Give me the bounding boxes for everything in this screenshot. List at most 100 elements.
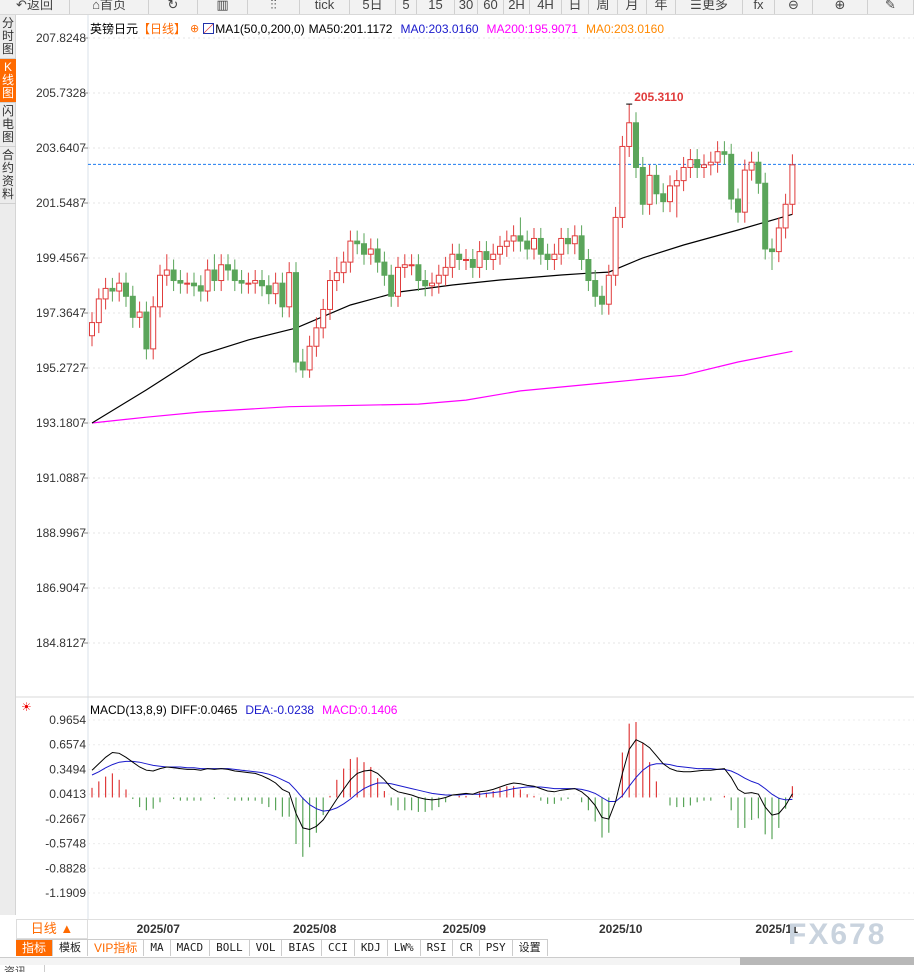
date-label: 2025/08 [293, 922, 337, 936]
indicator-tab-3[interactable]: MA [144, 940, 171, 956]
left-view-tabs: 分时图 K线图 闪电图 合约资料 [0, 15, 16, 915]
candle-body [592, 280, 599, 297]
candle-body [721, 151, 728, 155]
candle [123, 272, 129, 307]
candle [395, 256, 401, 307]
macd-tick-label: -0.8828 [45, 861, 86, 875]
toolbar-button-15[interactable]: 月 [618, 0, 647, 14]
indicator-tab-11[interactable]: RSI [421, 940, 454, 956]
candle [449, 243, 456, 278]
indicator-tab-13[interactable]: PSY [480, 940, 513, 956]
settings-icon[interactable]: ⊕ [190, 23, 200, 35]
candle-body [673, 180, 680, 187]
indicator-tab-14[interactable]: 设置 [513, 940, 548, 956]
candle-body [429, 282, 435, 287]
candle [463, 248, 469, 271]
indicator-chart-icon[interactable] [203, 23, 215, 34]
toolbar-button-18[interactable]: fx [743, 0, 775, 14]
period-label[interactable]: 【日线】 [138, 22, 187, 36]
candle [565, 227, 571, 255]
toolbar-button-21[interactable]: ✎ [868, 0, 914, 14]
candle [388, 264, 395, 307]
toolbar-button-11[interactable]: 2H [504, 0, 530, 14]
indicator-tab-6[interactable]: VOL [250, 940, 283, 956]
toolbar-button-7[interactable]: 5 [396, 0, 417, 14]
diff-value: DIFF:0.0465 [170, 703, 238, 717]
indicator-tab-0[interactable]: 指标 [16, 940, 54, 956]
candle-body [163, 269, 170, 276]
indicator-tab-4[interactable]: MACD [171, 940, 211, 956]
candle [225, 254, 231, 281]
candle [694, 149, 701, 178]
candle [306, 335, 313, 378]
indicator-name: MA1(50,0,200,0) [215, 21, 305, 36]
toolbar-button-14[interactable]: 周 [589, 0, 618, 14]
toolbar-button-9[interactable]: 30 [455, 0, 478, 14]
candle-body [388, 274, 395, 297]
scrollbar-track[interactable] [0, 957, 914, 965]
candle [177, 270, 184, 294]
indicator-tab-10[interactable]: LW% [388, 940, 421, 956]
left-tab-0[interactable]: 分时图 [0, 15, 16, 59]
indicator-tab-5[interactable]: BOLL [210, 940, 250, 956]
news-tab[interactable]: 资讯 [0, 965, 45, 972]
toolbar-button-2[interactable]: ↻ [149, 0, 198, 14]
candle-body [531, 237, 537, 250]
price-tick-label: 199.4567 [36, 251, 86, 265]
candle-body [150, 306, 157, 350]
candle [95, 288, 102, 334]
candle [265, 275, 272, 305]
candle [442, 256, 449, 286]
candle-body [660, 193, 667, 203]
candle [537, 227, 544, 265]
scrollbar-thumb[interactable] [740, 957, 914, 965]
chart-canvas[interactable]: 207.8248 205.7328 203.6407 201.5487 199.4567… [0, 15, 914, 920]
toolbar: ↶返回 ⌂首页 ↻ ▥ ⫶⫶ tick 5日 5 15 30 60 2H 4H 日周月年 ☰更多 fx ⊖ ⊕ ✎ [0, 0, 914, 15]
candle [204, 259, 211, 302]
left-tab-3[interactable]: 合约资料 [0, 147, 16, 204]
toolbar-button-16[interactable]: 年 [647, 0, 676, 14]
period-selector[interactable]: 日线 ▲ [16, 919, 88, 939]
candle [789, 154, 796, 215]
left-tab-1[interactable]: K线图 [0, 59, 16, 103]
macd-value: MACD:0.1406 [322, 703, 398, 717]
indicator-tab-8[interactable]: CCI [322, 940, 355, 956]
macd-tick-label: 0.0413 [49, 787, 86, 801]
left-tab-2[interactable]: 闪电图 [0, 103, 16, 147]
toolbar-button-1[interactable]: ⌂首页 [70, 0, 149, 14]
macd-tick-label: -1.1909 [45, 886, 86, 900]
macd-tick-label: -0.2667 [45, 812, 86, 826]
toolbar-button-3[interactable]: ▥ [198, 0, 248, 14]
candle [762, 172, 769, 260]
candle [272, 272, 279, 305]
toolbar-button-17[interactable]: ☰更多 [676, 0, 743, 14]
toolbar-button-20[interactable]: ⊕ [813, 0, 868, 14]
indicator-tab-12[interactable]: CR [453, 940, 480, 956]
candle-body [456, 253, 463, 260]
price-tick-label: 195.2727 [36, 361, 86, 375]
candle [313, 317, 320, 357]
candle-body [381, 261, 388, 276]
indicator-tab-7[interactable]: BIAS [282, 940, 322, 956]
indicator-tab-2[interactable]: VIP指标 [88, 940, 145, 956]
toolbar-button-0[interactable]: ↶返回 [0, 0, 70, 14]
indicator-settings-icon[interactable]: ☀ [21, 700, 32, 714]
candle-body [510, 235, 517, 242]
candle [163, 254, 170, 286]
toolbar-button-8[interactable]: 15 [417, 0, 455, 14]
indicator-tab-9[interactable]: KDJ [355, 940, 388, 956]
toolbar-button-12[interactable]: 4H [530, 0, 562, 14]
toolbar-button-6[interactable]: 5日 [350, 0, 396, 14]
candle [333, 256, 340, 292]
candle-body [789, 164, 796, 205]
toolbar-button-10[interactable]: 60 [478, 0, 504, 14]
indicator-tab-1[interactable]: 模板 [53, 940, 89, 956]
toolbar-button-19[interactable]: ⊖ [775, 0, 813, 14]
toolbar-button-4[interactable]: ⫶⫶ [248, 0, 300, 14]
candle-body [361, 243, 367, 255]
toolbar-button-13[interactable]: 日 [562, 0, 589, 14]
candle-body [129, 295, 136, 318]
toolbar-button-5[interactable]: tick [300, 0, 350, 14]
candle-body [354, 240, 361, 245]
candle-body [109, 287, 116, 292]
